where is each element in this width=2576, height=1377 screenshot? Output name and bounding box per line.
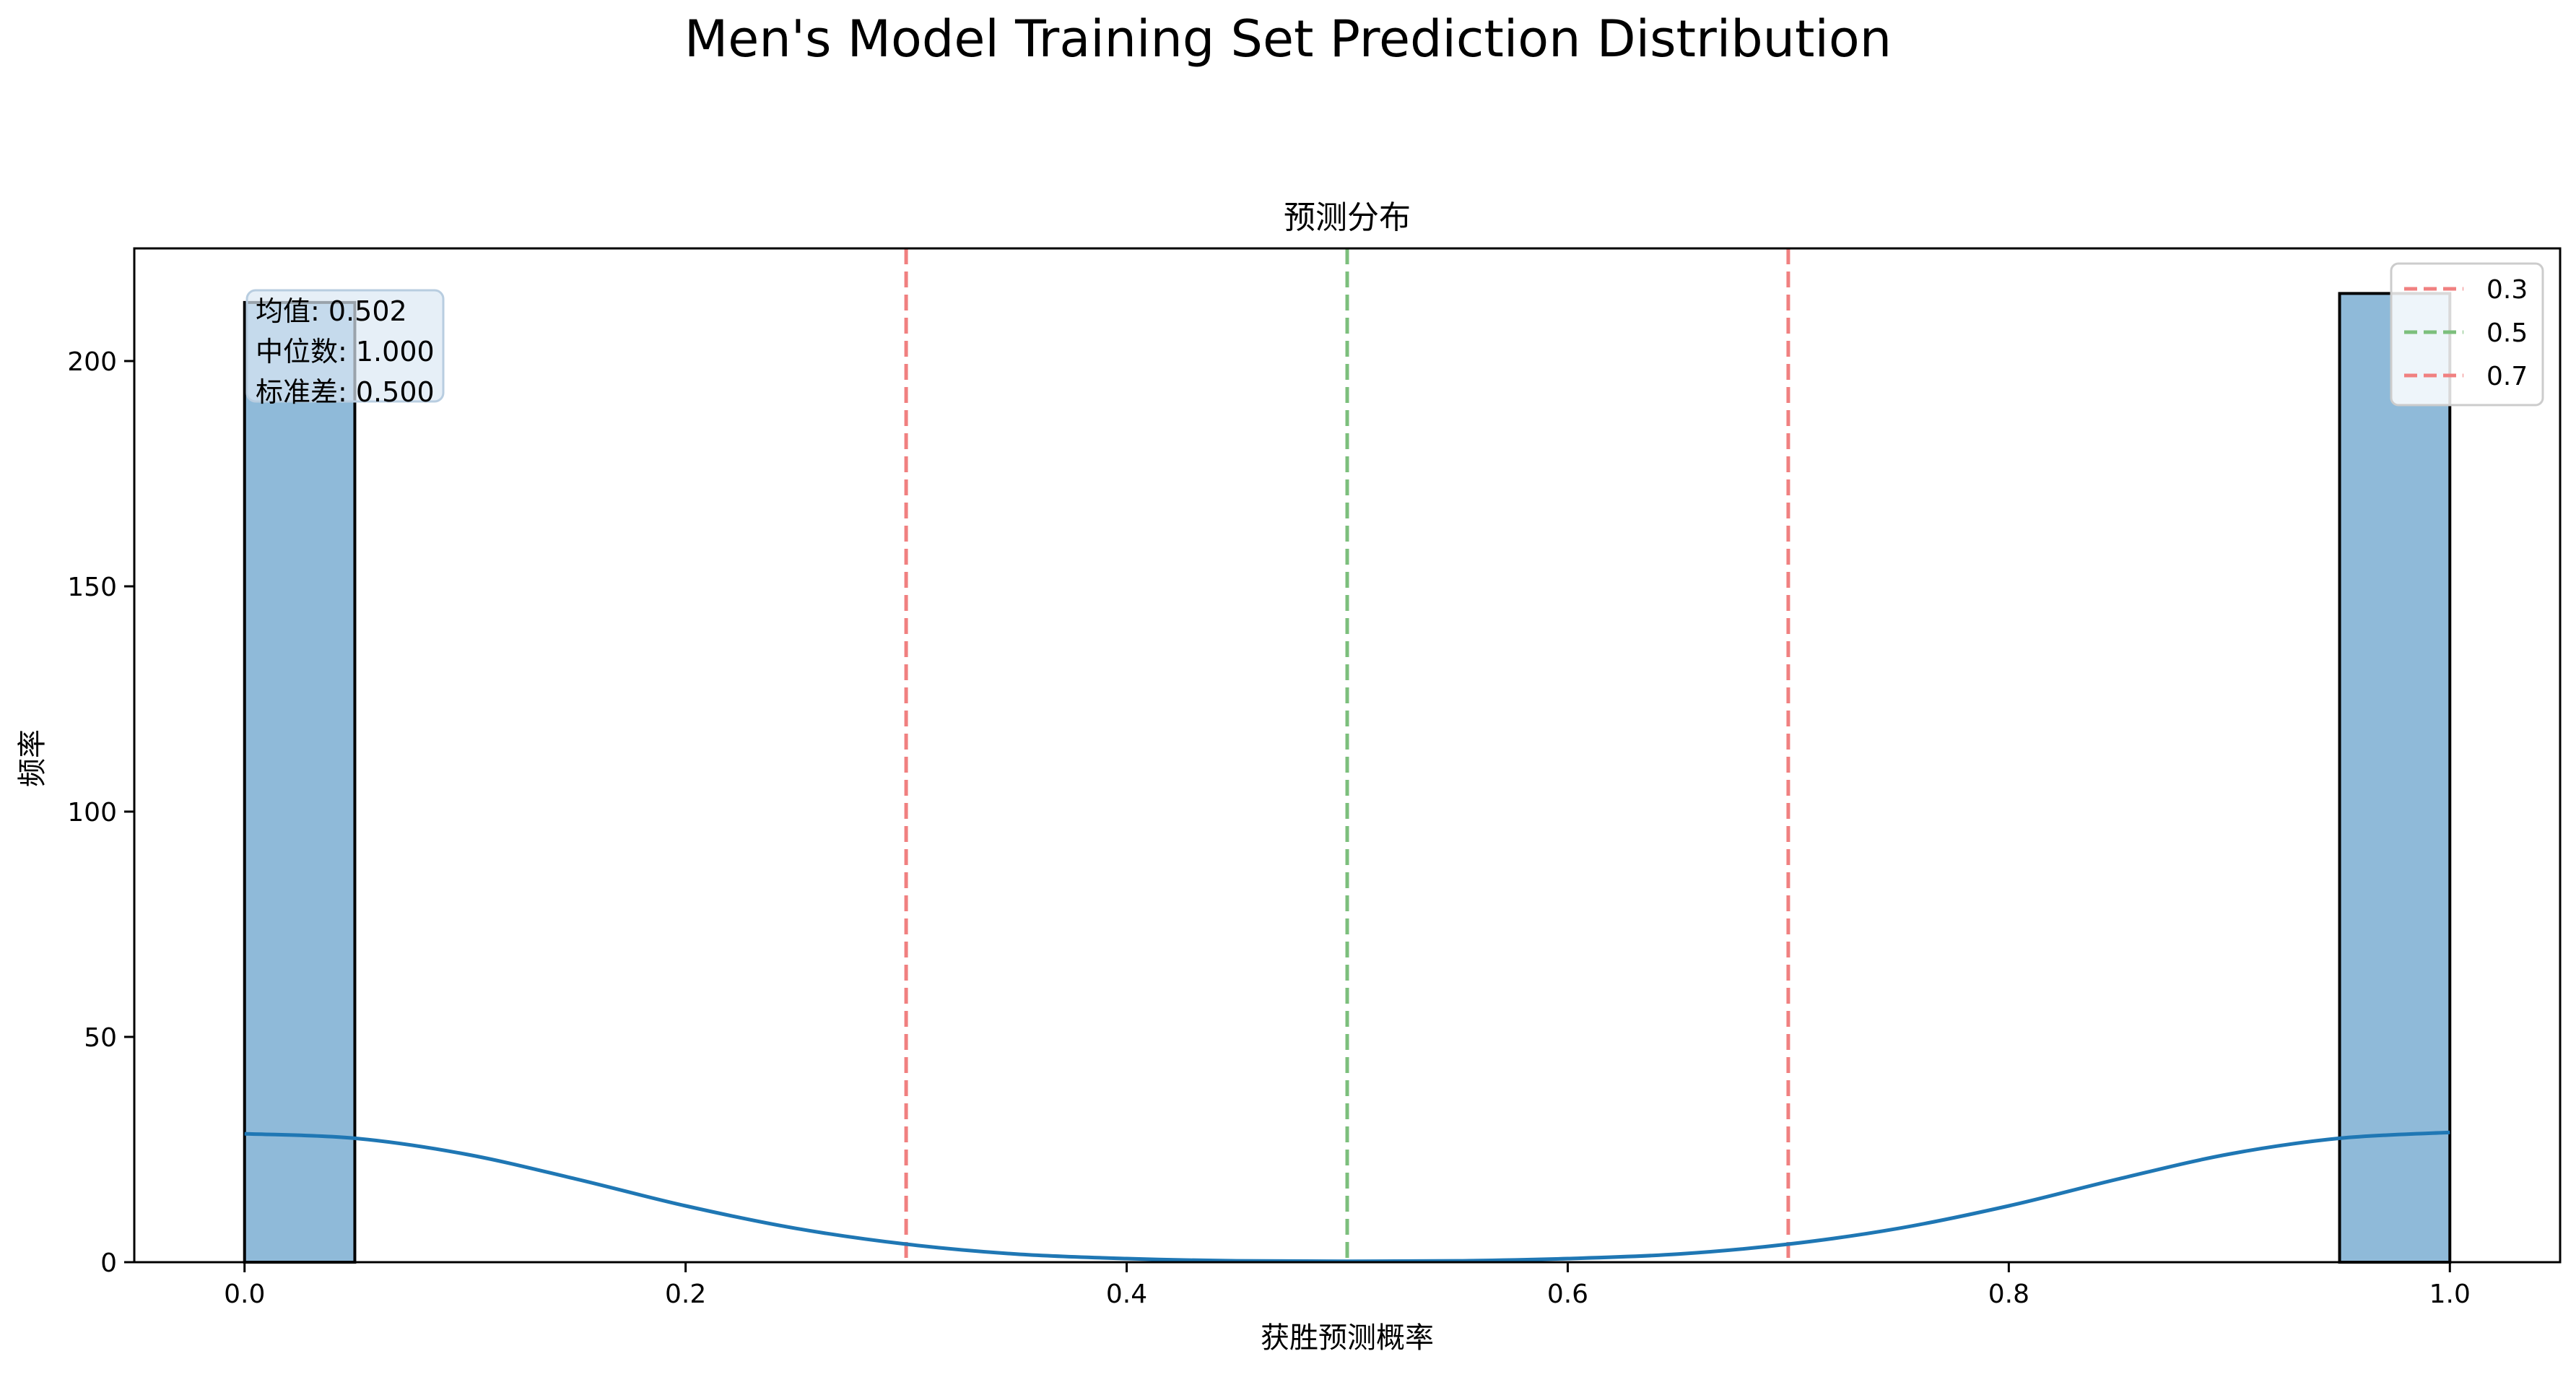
x-tick-label: 1.0 bbox=[2429, 1280, 2471, 1309]
legend-label-0.7: 0.7 bbox=[2486, 362, 2528, 391]
legend: 0.3 0.5 0.7 bbox=[2390, 262, 2544, 407]
axes-frame bbox=[133, 247, 2562, 1264]
histogram-bar-0 bbox=[243, 300, 357, 1264]
y-tick-label: 100 bbox=[67, 798, 117, 827]
figure-suptitle: Men's Model Training Set Prediction Dist… bbox=[684, 9, 1892, 69]
x-tick-label: 0.4 bbox=[1106, 1280, 1147, 1309]
y-tick-label: 200 bbox=[67, 347, 117, 377]
y-tick-label: 50 bbox=[84, 1023, 117, 1053]
x-axis-label: 获胜预测概率 bbox=[1261, 1321, 1434, 1355]
x-tick-label: 0.0 bbox=[224, 1280, 265, 1309]
y-tick-label: 0 bbox=[100, 1248, 117, 1278]
legend-label-0.5: 0.5 bbox=[2486, 318, 2528, 348]
x-tick-label: 0.2 bbox=[665, 1280, 706, 1309]
stats-annotation: 均值: 0.502 中位数: 1.000 标准差: 0.500 bbox=[245, 289, 445, 408]
plot-area: 0.0 0.2 0.4 0.6 0.8 1.0 0 50 100 150 200 均值: 0.502 中… bbox=[67, 247, 2562, 1309]
x-tick-label: 0.6 bbox=[1547, 1280, 1588, 1309]
legend-label-0.3: 0.3 bbox=[2486, 275, 2528, 305]
stats-median: 中位数: 1.000 bbox=[256, 336, 435, 368]
chart-title: 预测分布 bbox=[1284, 199, 1411, 236]
stats-box bbox=[245, 289, 445, 403]
y-tick-label: 150 bbox=[67, 573, 117, 602]
histogram-bar-1 bbox=[2338, 292, 2452, 1264]
x-tick-label: 0.8 bbox=[1988, 1280, 2029, 1309]
y-axis-label: 频率 bbox=[16, 729, 49, 787]
stats-std: 标准差: 0.500 bbox=[256, 376, 435, 408]
stats-mean: 均值: 0.502 bbox=[256, 295, 407, 327]
legend-box bbox=[2390, 262, 2544, 407]
